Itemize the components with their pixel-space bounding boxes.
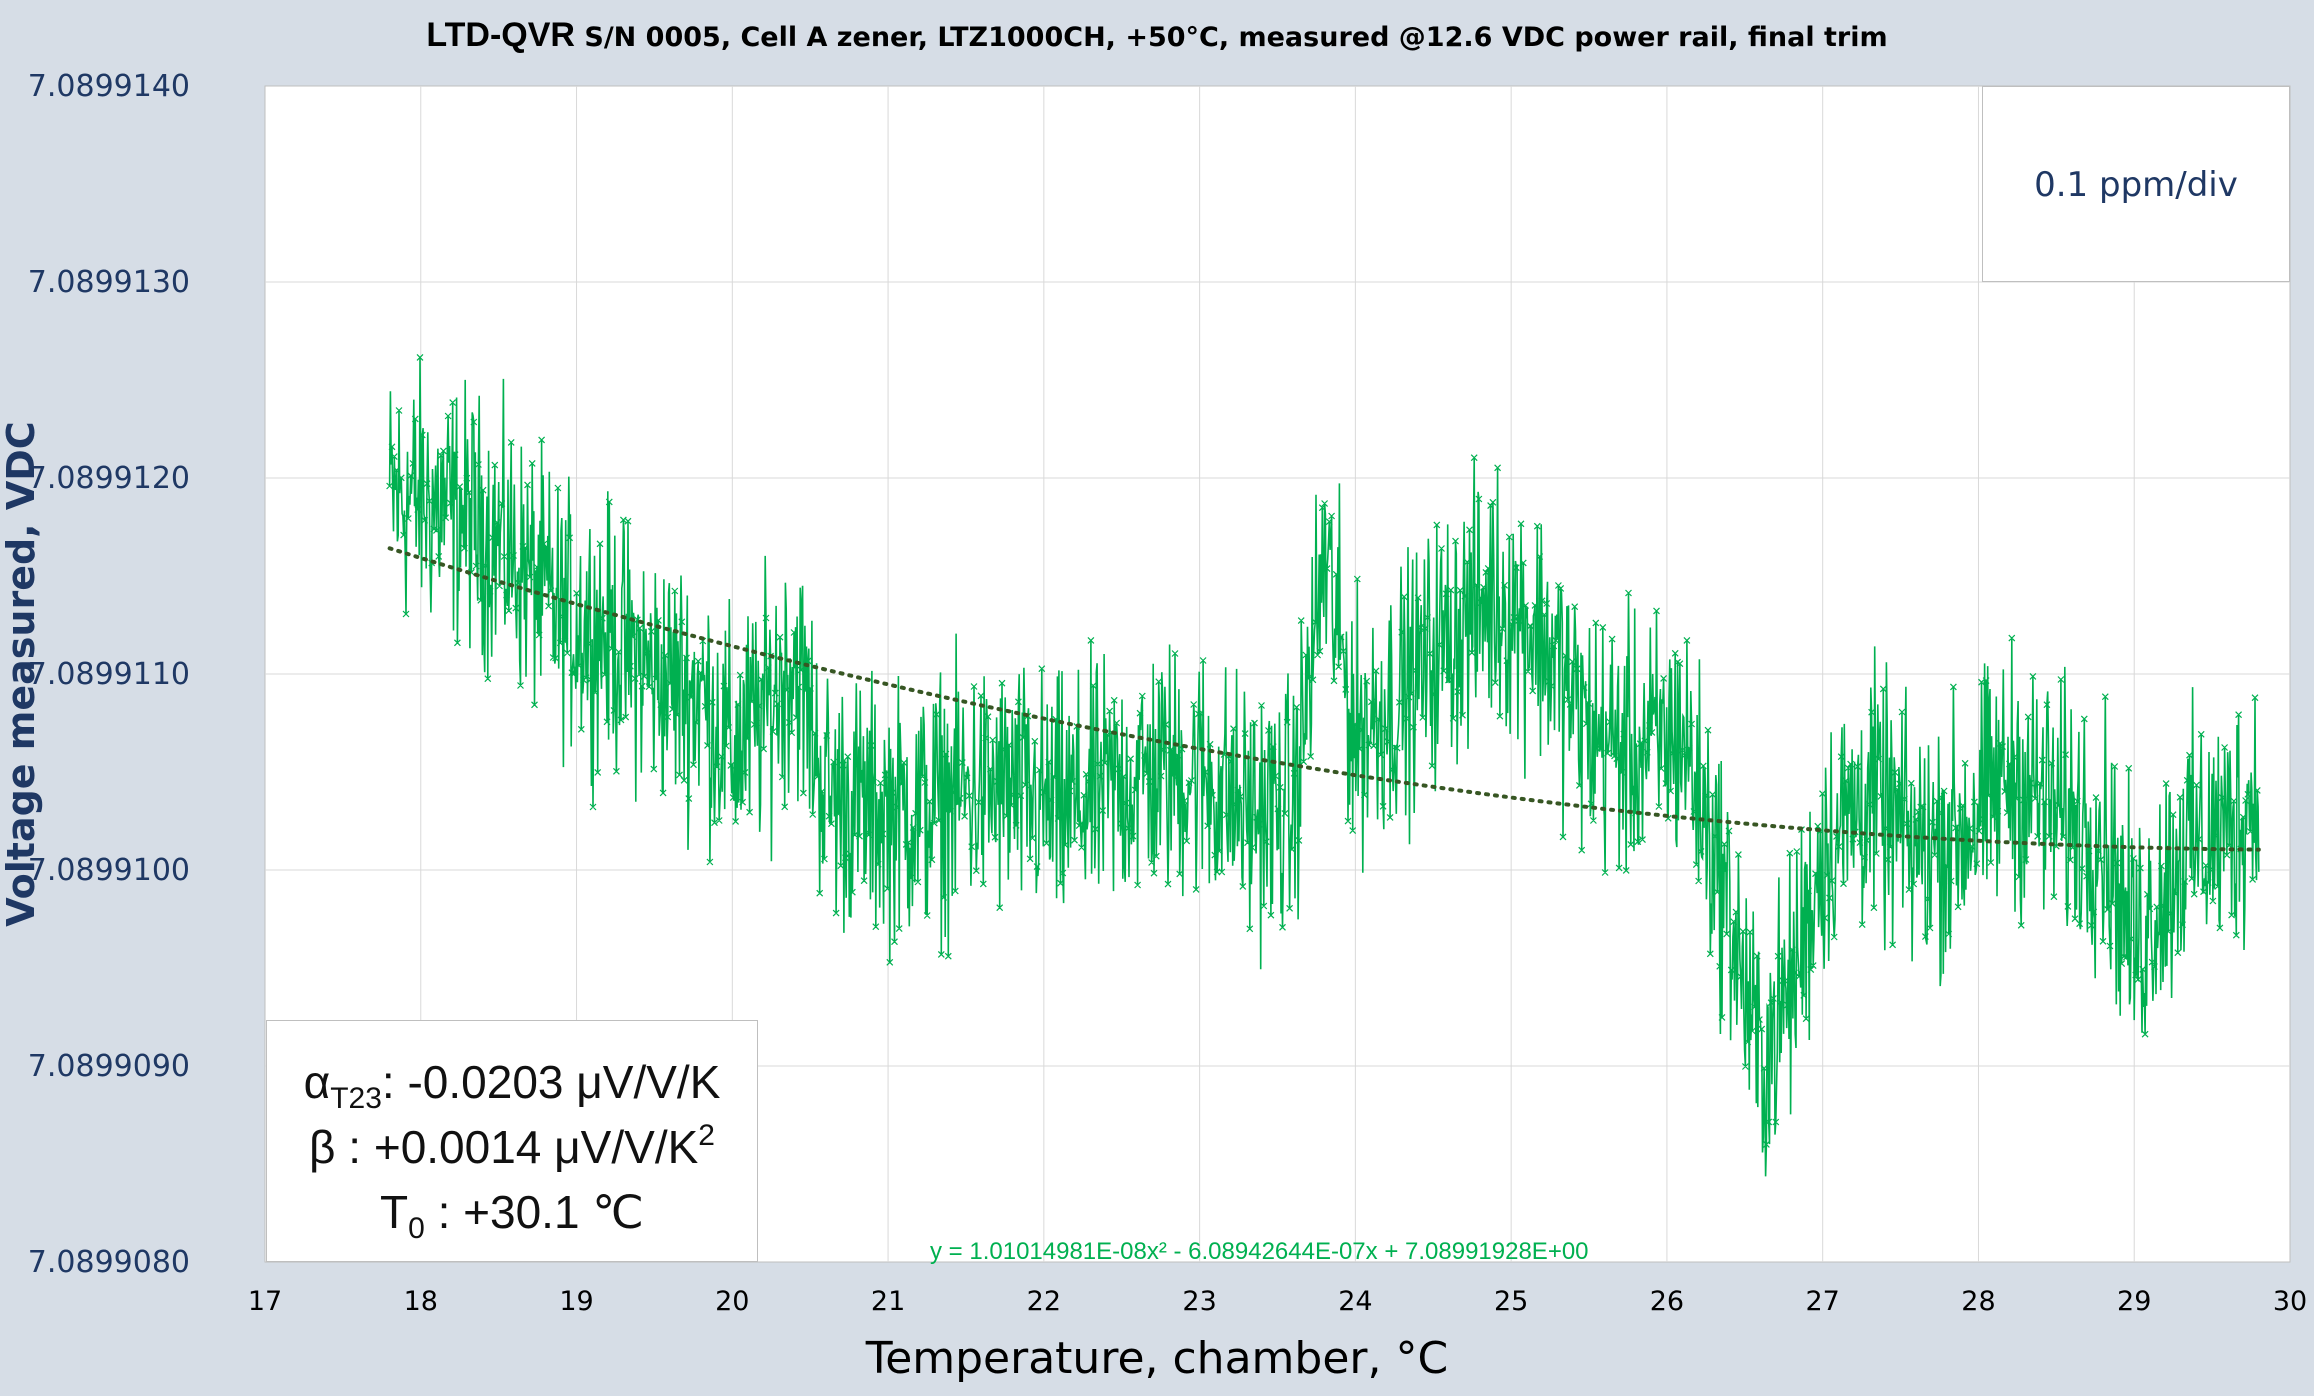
t0-line: T0 : +30.1 ℃ [267,1185,757,1246]
data-series [386,353,2261,1177]
resolution-label: 0.1 ppm/div [2034,165,2238,205]
y-tick-label: 7.0899110 [28,657,190,692]
chart-title-rest: S/N 0005, Cell A zener, LTZ1000CH, +50°C… [575,22,1888,53]
x-tick-label: 23 [1182,1286,1216,1317]
chart-title: LTD-QVR S/N 0005, Cell A zener, LTZ1000C… [426,16,1887,54]
series-markers [386,353,2261,1148]
x-axis-label: Temperature, chamber, °C [865,1333,1448,1384]
x-tick-label: 26 [1650,1286,1684,1317]
trendline [387,546,2261,852]
t0-value: : +30.1 ℃ [424,1186,644,1238]
x-tick-label: 17 [248,1286,282,1317]
x-tick-label: 25 [1494,1286,1528,1317]
x-tick-label: 30 [2273,1286,2307,1317]
alpha-symbol: α [303,1056,331,1108]
alpha-line: αT23: -0.0203 μV/V/K [267,1055,757,1116]
x-tick-label: 20 [715,1286,749,1317]
x-tick-label: 21 [871,1286,905,1317]
coefficient-box: αT23: -0.0203 μV/V/K β : +0.0014 μV/V/K2… [266,1020,758,1262]
x-tick-labels: 17 18 19 20 21 22 23 24 25 26 27 28 29 30 [248,1286,2307,1317]
x-tick-label: 28 [1961,1286,1995,1317]
alpha-value: : -0.0203 μV/V/K [381,1056,721,1108]
beta-value: β : +0.0014 μV/V/K [309,1121,699,1173]
alpha-subscript: T23 [330,1082,382,1115]
x-tick-label: 24 [1338,1286,1372,1317]
y-tick-label: 7.0899130 [28,265,190,300]
y-tick-label: 7.0899100 [28,853,190,888]
y-tick-label: 7.0899080 [28,1245,190,1280]
y-tick-labels: 7.0899080 7.0899090 7.0899100 7.0899110 7.08… [28,69,190,1280]
y-tick-label: 7.0899090 [28,1049,190,1084]
t0-subscript: 0 [408,1212,425,1245]
resolution-box: 0.1 ppm/div [1982,86,2290,282]
chart-title-bold: LTD-QVR [426,16,575,54]
beta-superscript: 2 [698,1119,715,1152]
series-line [388,357,2260,1177]
trendline-path [387,546,2261,852]
y-axis-label: Voltage measured, VDC [0,421,43,926]
x-tick-label: 27 [1806,1286,1840,1317]
x-tick-label: 19 [559,1286,593,1317]
beta-line: β : +0.0014 μV/V/K2 [267,1119,757,1174]
trendline-equation: y = 1.01014981E-08x² - 6.08942644E-07x +… [930,1238,1589,1265]
x-tick-label: 29 [2117,1286,2151,1317]
y-tick-label: 7.0899120 [28,461,190,496]
x-tick-label: 18 [404,1286,438,1317]
x-tick-label: 22 [1027,1286,1061,1317]
t0-symbol: T [380,1186,409,1238]
y-tick-label: 7.0899140 [28,69,190,104]
